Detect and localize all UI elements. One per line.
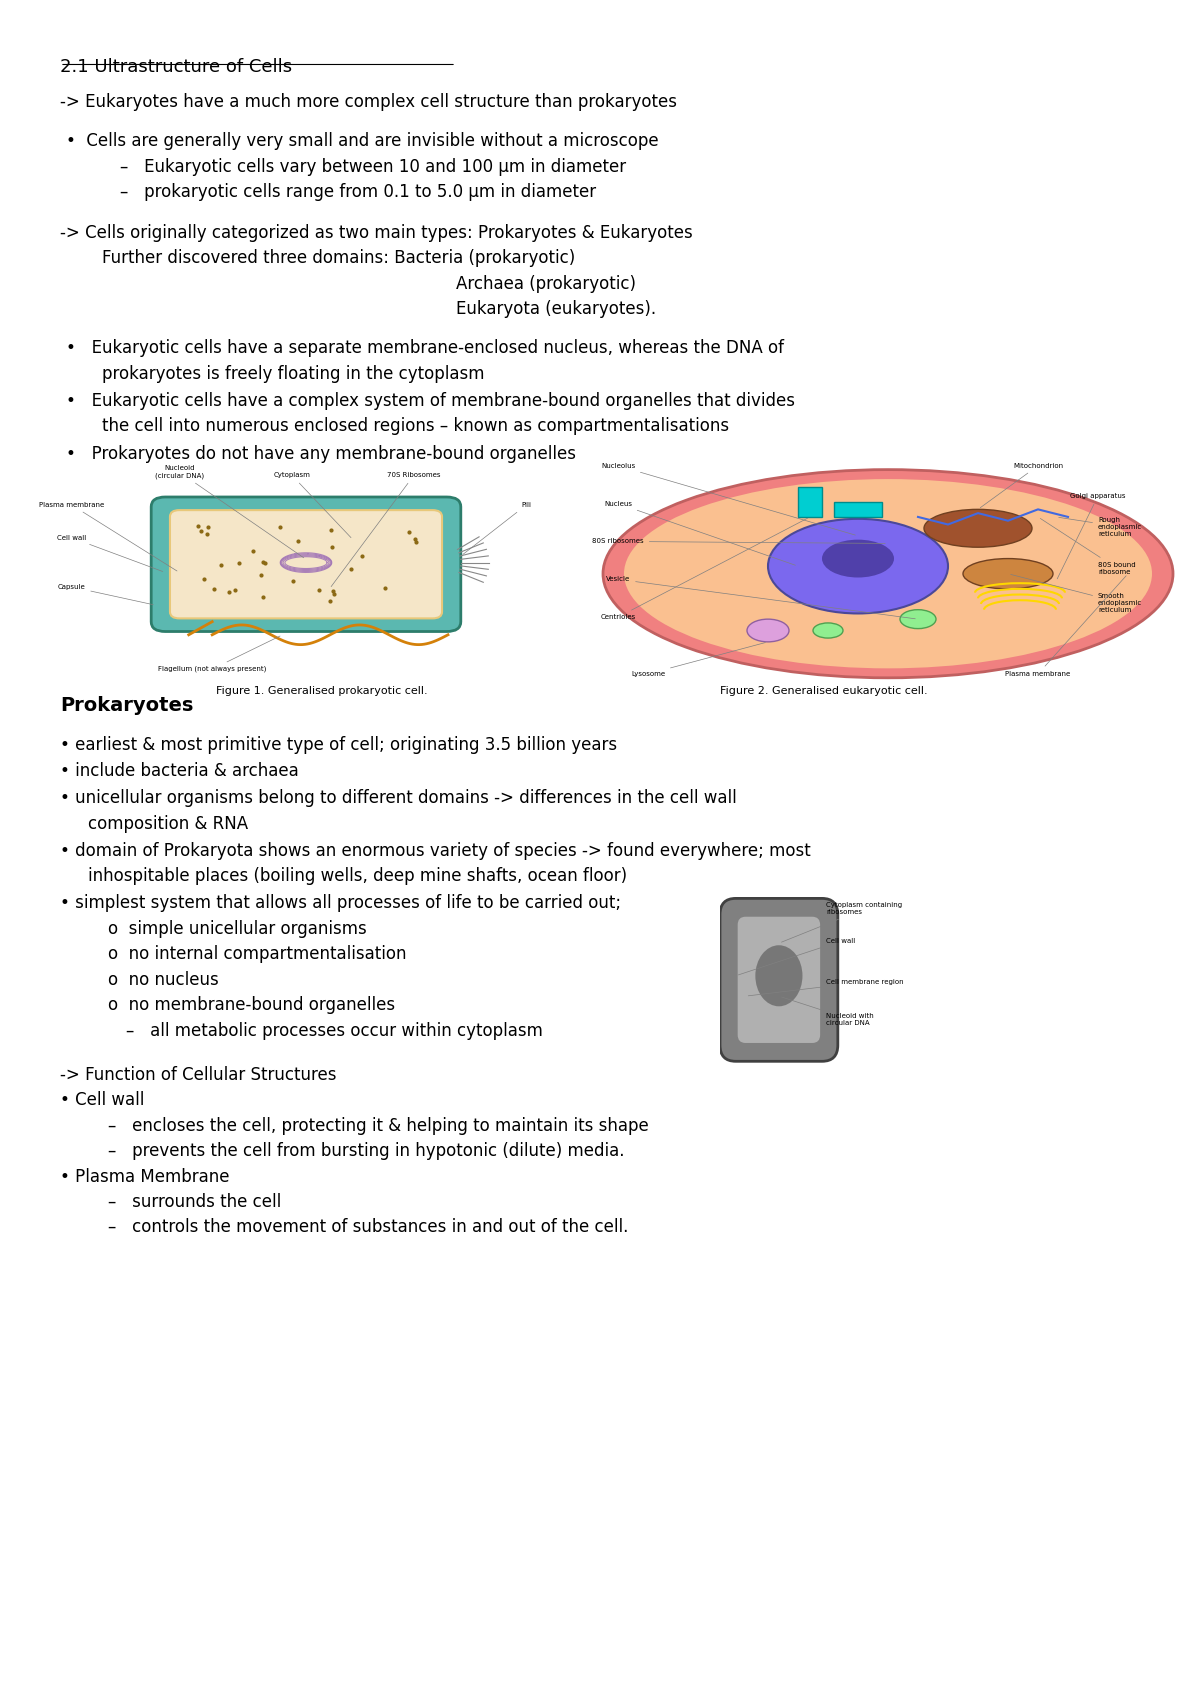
Text: • earliest & most primitive type of cell; originating 3.5 billion years: • earliest & most primitive type of cell…	[60, 736, 617, 755]
Text: Nucleoid with
circular DNA: Nucleoid with circular DNA	[781, 998, 874, 1025]
Text: –   controls the movement of substances in and out of the cell.: – controls the movement of substances in…	[108, 1218, 629, 1237]
Ellipse shape	[900, 609, 936, 628]
Text: Cell wall: Cell wall	[738, 938, 856, 974]
Text: 80S ribosomes: 80S ribosomes	[592, 538, 886, 545]
Text: Capsule: Capsule	[58, 584, 154, 604]
FancyBboxPatch shape	[720, 898, 838, 1061]
Text: -> Cells originally categorized as two main types: Prokaryotes & Eukaryotes: -> Cells originally categorized as two m…	[60, 224, 692, 243]
Text: Mitochondrion: Mitochondrion	[980, 463, 1063, 507]
Text: • simplest system that allows all processes of life to be carried out;: • simplest system that allows all proces…	[60, 894, 622, 913]
Ellipse shape	[924, 509, 1032, 546]
Ellipse shape	[755, 945, 803, 1006]
Ellipse shape	[604, 470, 1174, 677]
Text: Plasma membrane: Plasma membrane	[38, 502, 176, 570]
Text: Nucleoid
(circular DNA): Nucleoid (circular DNA)	[155, 465, 304, 558]
Text: prokaryotes is freely floating in the cytoplasm: prokaryotes is freely floating in the cy…	[102, 365, 485, 384]
Text: Rough
endoplasmic
reticulum: Rough endoplasmic reticulum	[1058, 518, 1142, 536]
Text: Figure 2. Generalised eukaryotic cell.: Figure 2. Generalised eukaryotic cell.	[720, 686, 928, 696]
Ellipse shape	[822, 540, 894, 577]
Text: Cytoplasm: Cytoplasm	[274, 472, 350, 538]
Text: Golgi apparatus: Golgi apparatus	[1057, 494, 1126, 579]
Text: Cytoplasm containing
ribosomes: Cytoplasm containing ribosomes	[781, 903, 902, 942]
Text: Pili: Pili	[463, 502, 532, 555]
Text: Archaea (prokaryotic): Archaea (prokaryotic)	[456, 275, 636, 294]
Bar	[798, 487, 822, 518]
FancyBboxPatch shape	[151, 497, 461, 631]
Text: Vesicle: Vesicle	[606, 577, 916, 619]
Text: 70S Ribosomes: 70S Ribosomes	[331, 472, 440, 587]
Ellipse shape	[964, 558, 1054, 589]
Text: Flagellum (not always present): Flagellum (not always present)	[158, 636, 280, 672]
Text: –   encloses the cell, protecting it & helping to maintain its shape: – encloses the cell, protecting it & hel…	[108, 1117, 649, 1135]
Text: 80S bound
ribosome: 80S bound ribosome	[1040, 519, 1135, 575]
Text: Cell wall: Cell wall	[56, 535, 163, 572]
Ellipse shape	[624, 479, 1152, 669]
Text: –   prokaryotic cells range from 0.1 to 5.0 μm in diameter: – prokaryotic cells range from 0.1 to 5.…	[120, 183, 596, 202]
Text: –   surrounds the cell: – surrounds the cell	[108, 1193, 281, 1212]
FancyBboxPatch shape	[738, 916, 820, 1044]
Text: Smooth
endoplasmic
reticulum: Smooth endoplasmic reticulum	[1010, 574, 1142, 613]
Text: composition & RNA: composition & RNA	[88, 815, 247, 833]
Text: • include bacteria & archaea: • include bacteria & archaea	[60, 762, 299, 781]
Text: Figure 1. Generalised prokaryotic cell.: Figure 1. Generalised prokaryotic cell.	[216, 686, 427, 696]
Text: Nucleus: Nucleus	[604, 501, 796, 565]
Text: o  no membrane-bound organelles: o no membrane-bound organelles	[108, 996, 395, 1015]
Text: the cell into numerous enclosed regions – known as compartmentalisations: the cell into numerous enclosed regions …	[102, 417, 730, 436]
Text: Plasma membrane: Plasma membrane	[1006, 575, 1126, 677]
Ellipse shape	[746, 619, 790, 641]
Text: 2.1 Ultrastructure of Cells: 2.1 Ultrastructure of Cells	[60, 58, 292, 76]
Text: •  Cells are generally very small and are invisible without a microscope: • Cells are generally very small and are…	[66, 132, 659, 151]
Ellipse shape	[814, 623, 842, 638]
Text: •   Eukaryotic cells have a separate membrane-enclosed nucleus, whereas the DNA : • Eukaryotic cells have a separate membr…	[66, 339, 784, 358]
Ellipse shape	[768, 519, 948, 614]
Text: –   all metabolic processes occur within cytoplasm: – all metabolic processes occur within c…	[126, 1022, 542, 1040]
Text: o  no internal compartmentalisation: o no internal compartmentalisation	[108, 945, 407, 964]
Text: o  no nucleus: o no nucleus	[108, 971, 218, 989]
Text: • Plasma Membrane: • Plasma Membrane	[60, 1168, 229, 1186]
Text: Further discovered three domains: Bacteria (prokaryotic): Further discovered three domains: Bacter…	[102, 249, 575, 268]
Text: –   Eukaryotic cells vary between 10 and 100 μm in diameter: – Eukaryotic cells vary between 10 and 1…	[120, 158, 626, 176]
Text: Prokaryotes: Prokaryotes	[60, 696, 193, 714]
Text: inhospitable places (boiling wells, deep mine shafts, ocean floor): inhospitable places (boiling wells, deep…	[88, 867, 626, 886]
FancyBboxPatch shape	[170, 511, 442, 618]
Text: • domain of Prokaryota shows an enormous variety of species -> found everywhere;: • domain of Prokaryota shows an enormous…	[60, 842, 811, 860]
Text: •   Eukaryotic cells have a complex system of membrane-bound organelles that div: • Eukaryotic cells have a complex system…	[66, 392, 796, 411]
Text: Cell membrane region: Cell membrane region	[749, 979, 904, 996]
Text: •   Prokaryotes do not have any membrane-bound organelles: • Prokaryotes do not have any membrane-b…	[66, 445, 576, 463]
Bar	[834, 502, 882, 518]
Text: Centrioles: Centrioles	[600, 518, 808, 619]
Text: Eukaryota (eukaryotes).: Eukaryota (eukaryotes).	[456, 300, 656, 319]
Text: • unicellular organisms belong to different domains -> differences in the cell w: • unicellular organisms belong to differ…	[60, 789, 737, 808]
Text: o  simple unicellular organisms: o simple unicellular organisms	[108, 920, 367, 938]
Text: -> Eukaryotes have a much more complex cell structure than prokaryotes: -> Eukaryotes have a much more complex c…	[60, 93, 677, 112]
Text: Lysosome: Lysosome	[631, 643, 766, 677]
Text: -> Function of Cellular Structures: -> Function of Cellular Structures	[60, 1066, 336, 1084]
Text: • Cell wall: • Cell wall	[60, 1091, 144, 1110]
Text: Nucleolus: Nucleolus	[601, 463, 856, 535]
Text: –   prevents the cell from bursting in hypotonic (dilute) media.: – prevents the cell from bursting in hyp…	[108, 1142, 624, 1161]
